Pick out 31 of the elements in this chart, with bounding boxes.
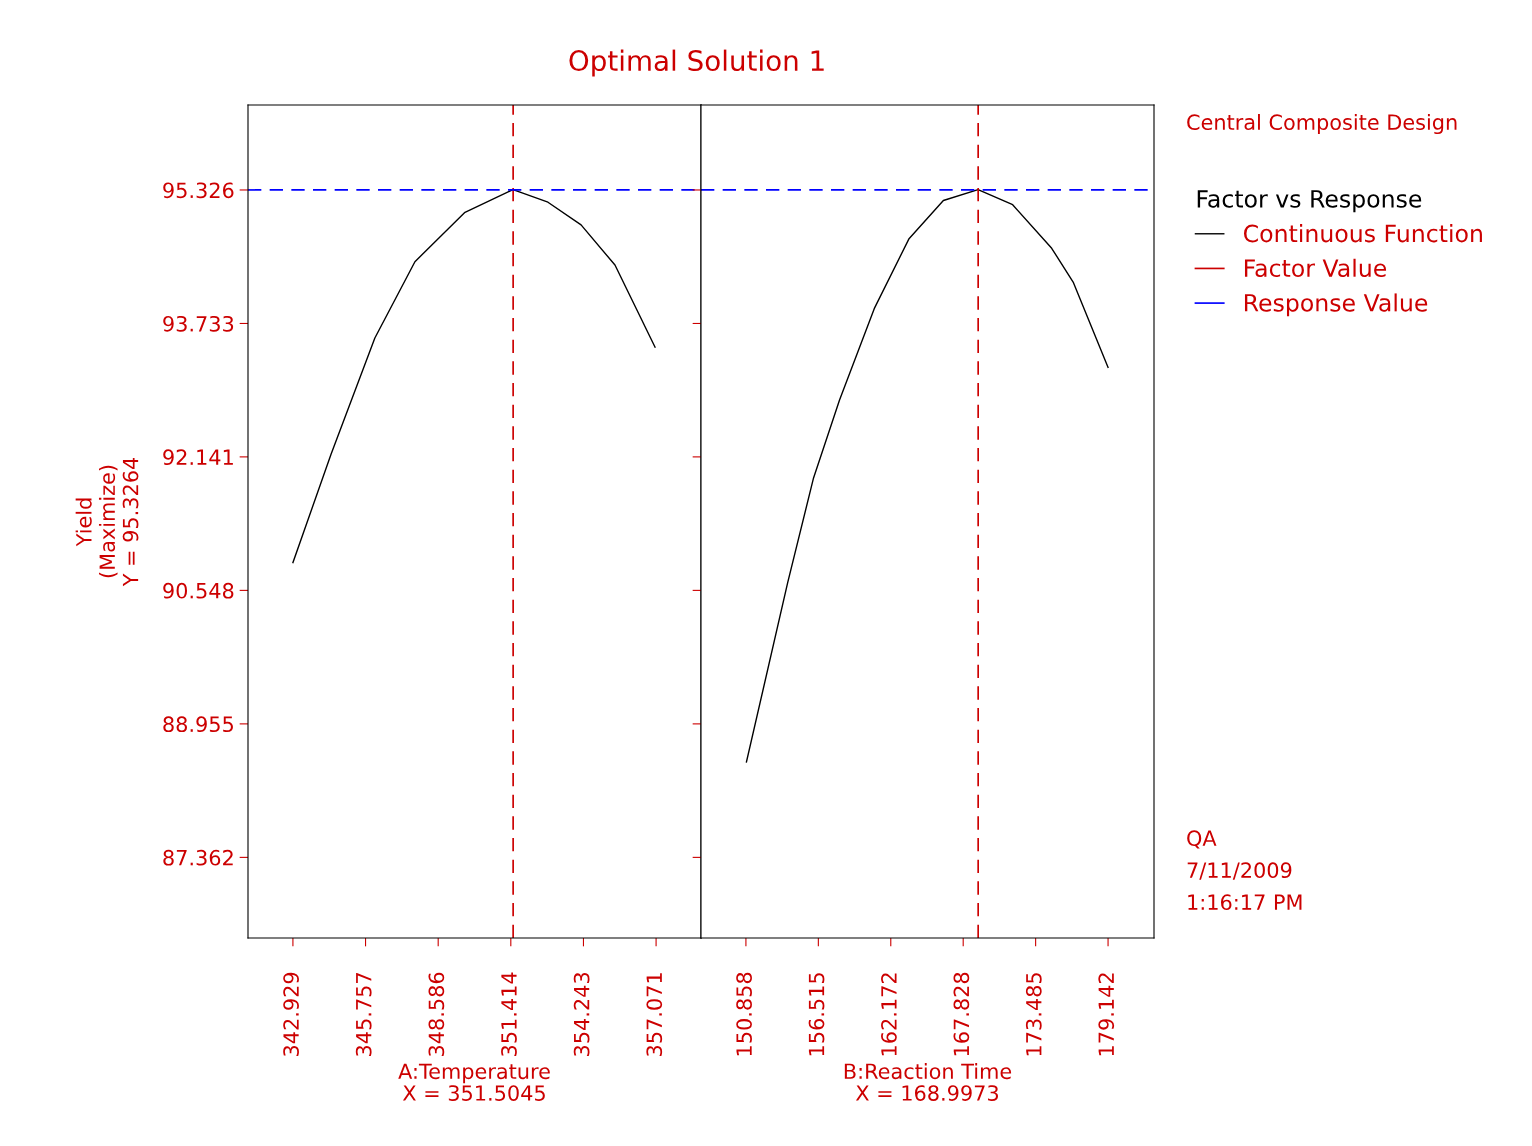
y-axis-title: Yield (Maximize) Y = 95.3264: [75, 457, 139, 587]
text: 7/11/2009: [1187, 862, 1292, 880]
text: 1:16:17 PM: [1188, 894, 1302, 911]
ref-line-label: Factor Value: [1244, 258, 1387, 278]
y-tick-label: 92.141: [163, 449, 233, 466]
y-tick-label: 88.955: [163, 716, 233, 733]
legend-label: Response Value: [1244, 293, 1428, 317]
text: Central Composite Design: [1187, 113, 1457, 135]
chart-title: Optimal Solution 1: [569, 49, 824, 77]
x-axis-title: A:Temperature X = 351.5045: [398, 1063, 550, 1101]
text: QA: [1187, 830, 1217, 849]
y-tick-label: 95.326: [163, 182, 234, 199]
x-tick-label: 179.142: [1098, 973, 1115, 1056]
x-tick-label: 354.243: [573, 973, 590, 1056]
x-tick-label: 348.586: [428, 972, 445, 1056]
x-tick-label: 357.071: [646, 973, 663, 1056]
x-tick-label: 345.757: [355, 973, 372, 1056]
legend-title: Factor vs Response: [1197, 190, 1422, 213]
x-tick-label: 342.929: [283, 972, 299, 1056]
x-axis-title: B:Reaction Time X = 168.9973: [844, 1063, 1012, 1101]
x-tick-label: 156.515: [808, 973, 825, 1056]
x-tick-label: 162.172: [881, 973, 897, 1056]
y-tick-label: 90.548: [163, 582, 234, 599]
x-tick-label: 173.485: [1025, 973, 1042, 1056]
legend-label: Continuous Function: [1243, 224, 1482, 243]
line-series: [292, 188, 656, 564]
x-tick-label: 150.858: [736, 972, 752, 1056]
y-tick-label: 93.733: [163, 315, 234, 332]
x-tick-label: 351.414: [501, 972, 517, 1056]
x-tick-label: 167.828: [953, 972, 970, 1056]
y-tick-label: 87.362: [163, 849, 233, 866]
